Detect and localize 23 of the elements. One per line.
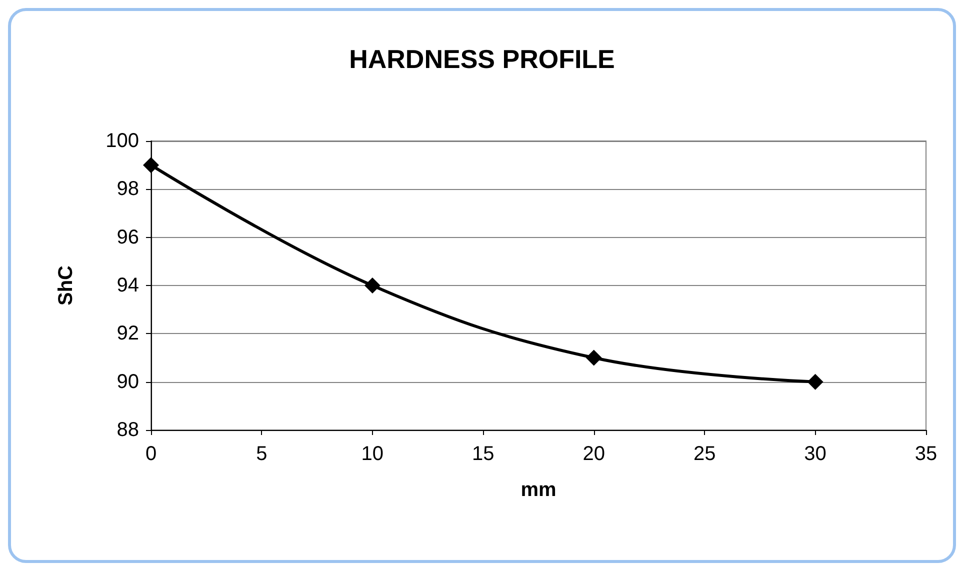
- x-tick-label: 0: [145, 443, 157, 465]
- chart-title: HARDNESS PROFILE: [349, 44, 615, 74]
- x-tick-label: 25: [693, 443, 716, 465]
- point: [586, 350, 602, 366]
- y-tick-label: 90: [116, 370, 139, 393]
- x-tick-label: 20: [582, 443, 605, 465]
- x-axis-title: mm: [520, 479, 556, 501]
- y-tick-label: 88: [116, 419, 139, 441]
- y-axis-title: ShC: [55, 266, 77, 306]
- point: [143, 157, 159, 174]
- y-tick-label: 98: [116, 178, 139, 200]
- y-tick-label: 92: [116, 322, 139, 345]
- x-tick-label: 5: [256, 443, 268, 465]
- rounded-frame: ShC mm 88 90 92 94 96 98 100 0 5 10 15 20 25 30 35 HARDNESS PROFILE: [8, 8, 956, 563]
- x-tick-label: 15: [472, 443, 494, 465]
- x-tick-label: 35: [914, 443, 938, 465]
- x-tick-label: 30: [804, 443, 826, 465]
- y-tick-label: 96: [116, 226, 139, 248]
- y-tick-label: 94: [116, 274, 139, 296]
- y-tick-label: 100: [106, 130, 139, 152]
- point: [364, 278, 380, 294]
- x-tick-label: 10: [361, 443, 384, 465]
- point: [807, 374, 824, 390]
